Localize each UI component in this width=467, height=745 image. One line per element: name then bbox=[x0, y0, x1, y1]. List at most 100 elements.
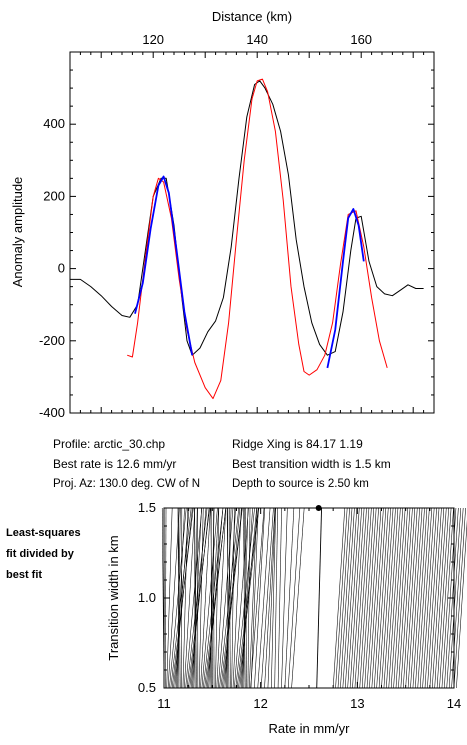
contour-line bbox=[221, 507, 243, 689]
contour-line bbox=[366, 507, 379, 689]
contour-line bbox=[400, 507, 413, 689]
contour-line bbox=[349, 507, 362, 689]
contour-line bbox=[378, 507, 391, 689]
contour-line bbox=[177, 507, 180, 689]
contour-line bbox=[456, 519, 467, 689]
contour-line bbox=[410, 507, 423, 689]
contour-line bbox=[264, 507, 276, 689]
contour-line bbox=[225, 507, 232, 689]
contour-line bbox=[200, 507, 211, 689]
contour-line bbox=[243, 507, 246, 689]
contour-line bbox=[277, 507, 282, 689]
contour-line bbox=[274, 507, 278, 689]
contour-line bbox=[364, 507, 377, 689]
top-y-tick-label: -200 bbox=[39, 333, 65, 348]
contour-line bbox=[354, 507, 367, 689]
contour-line bbox=[213, 507, 215, 689]
top-y-ticks: -400 -200 0 200 400 bbox=[39, 51, 434, 420]
contour-line bbox=[192, 507, 202, 689]
observed-line bbox=[70, 80, 424, 356]
bottom-y-tick-label: 1.5 bbox=[138, 500, 156, 515]
top-y-tick-label: -400 bbox=[39, 405, 65, 420]
contour-line bbox=[415, 507, 428, 689]
contour-line bbox=[245, 507, 247, 689]
contour-line bbox=[316, 507, 323, 689]
contour-line bbox=[267, 507, 276, 689]
contour-line bbox=[395, 507, 408, 689]
contour-line bbox=[260, 507, 274, 689]
contour-line bbox=[419, 507, 433, 689]
contour-line bbox=[247, 507, 251, 689]
contour-line bbox=[254, 507, 266, 689]
contour-line bbox=[291, 507, 305, 689]
contour-line bbox=[376, 507, 389, 689]
contour-line bbox=[347, 507, 360, 689]
contour-line bbox=[429, 507, 442, 689]
side-note: Least-squares fit divided by best fit bbox=[6, 523, 106, 586]
top-x-tick-label: 160 bbox=[350, 32, 372, 47]
contour-line bbox=[427, 507, 440, 689]
contour-line bbox=[412, 507, 425, 689]
contour-line bbox=[422, 507, 435, 689]
contour-line bbox=[436, 507, 449, 689]
contour-line bbox=[332, 507, 346, 689]
top-series-group bbox=[70, 78, 424, 400]
contour-line bbox=[219, 507, 240, 689]
contour-line bbox=[194, 507, 197, 689]
best-fit-marker bbox=[315, 505, 322, 511]
rate-width-contour-chart: 11 12 13 14 0.5 1.0 1.5 Rate in mm/yr Transit… bbox=[106, 500, 467, 736]
contour-line bbox=[405, 507, 418, 689]
contour-line bbox=[205, 507, 226, 689]
contour-line bbox=[369, 507, 382, 689]
contour-line bbox=[234, 507, 249, 689]
contour-line bbox=[393, 507, 406, 689]
bottom-x-tick-label: 14 bbox=[447, 696, 461, 711]
contour-line bbox=[239, 507, 257, 689]
contour-line bbox=[357, 507, 370, 689]
contour-line bbox=[434, 507, 447, 689]
projection-azimuth-info: Proj. Az: 130.0 deg. CW of N bbox=[53, 478, 201, 490]
bottom-y-axis-label: Transition width in km bbox=[106, 535, 121, 660]
contour-line bbox=[398, 507, 411, 689]
contour-line bbox=[201, 507, 218, 689]
contour-line bbox=[173, 507, 193, 689]
contour-line bbox=[169, 507, 187, 689]
contour-line bbox=[441, 507, 454, 689]
contour-line bbox=[185, 507, 203, 689]
bottom-x-ticks: 11 12 13 14 bbox=[157, 508, 461, 711]
contour-line bbox=[424, 507, 437, 689]
contour-line bbox=[386, 507, 399, 689]
contour-line bbox=[344, 507, 358, 689]
top-x-tick-label: 140 bbox=[246, 32, 268, 47]
top-plot-frame bbox=[69, 51, 435, 414]
contour-line bbox=[431, 507, 445, 689]
contour-line bbox=[231, 507, 235, 689]
bottom-x-tick-label: 11 bbox=[157, 696, 171, 711]
top-x-tick-label: 120 bbox=[142, 32, 164, 47]
contour-line bbox=[240, 507, 253, 689]
contour-line bbox=[342, 507, 355, 689]
contour-line bbox=[198, 507, 204, 689]
contour-line bbox=[383, 507, 396, 689]
contour-line bbox=[182, 507, 188, 689]
contour-line bbox=[284, 507, 295, 689]
contour-line bbox=[439, 507, 452, 689]
contour-line bbox=[178, 507, 181, 689]
contour-line bbox=[361, 507, 375, 689]
contour-line bbox=[381, 507, 394, 689]
side-note-line-3: best fit bbox=[6, 569, 43, 581]
contour-line bbox=[189, 507, 210, 689]
contour-line bbox=[167, 507, 180, 689]
contour-line bbox=[371, 507, 384, 689]
top-y-tick-label: 0 bbox=[58, 261, 65, 276]
contour-line bbox=[407, 507, 420, 689]
contour-line bbox=[417, 507, 430, 689]
contour-line bbox=[175, 507, 185, 689]
contour-line bbox=[271, 507, 277, 689]
contour-line bbox=[453, 507, 466, 689]
contour-line bbox=[388, 507, 401, 689]
bottom-x-tick-label: 13 bbox=[350, 696, 364, 711]
bottom-y-tick-label: 0.5 bbox=[138, 680, 156, 695]
contour-line bbox=[207, 507, 224, 689]
profile-info: Profile: arctic_30.chp bbox=[53, 437, 166, 451]
